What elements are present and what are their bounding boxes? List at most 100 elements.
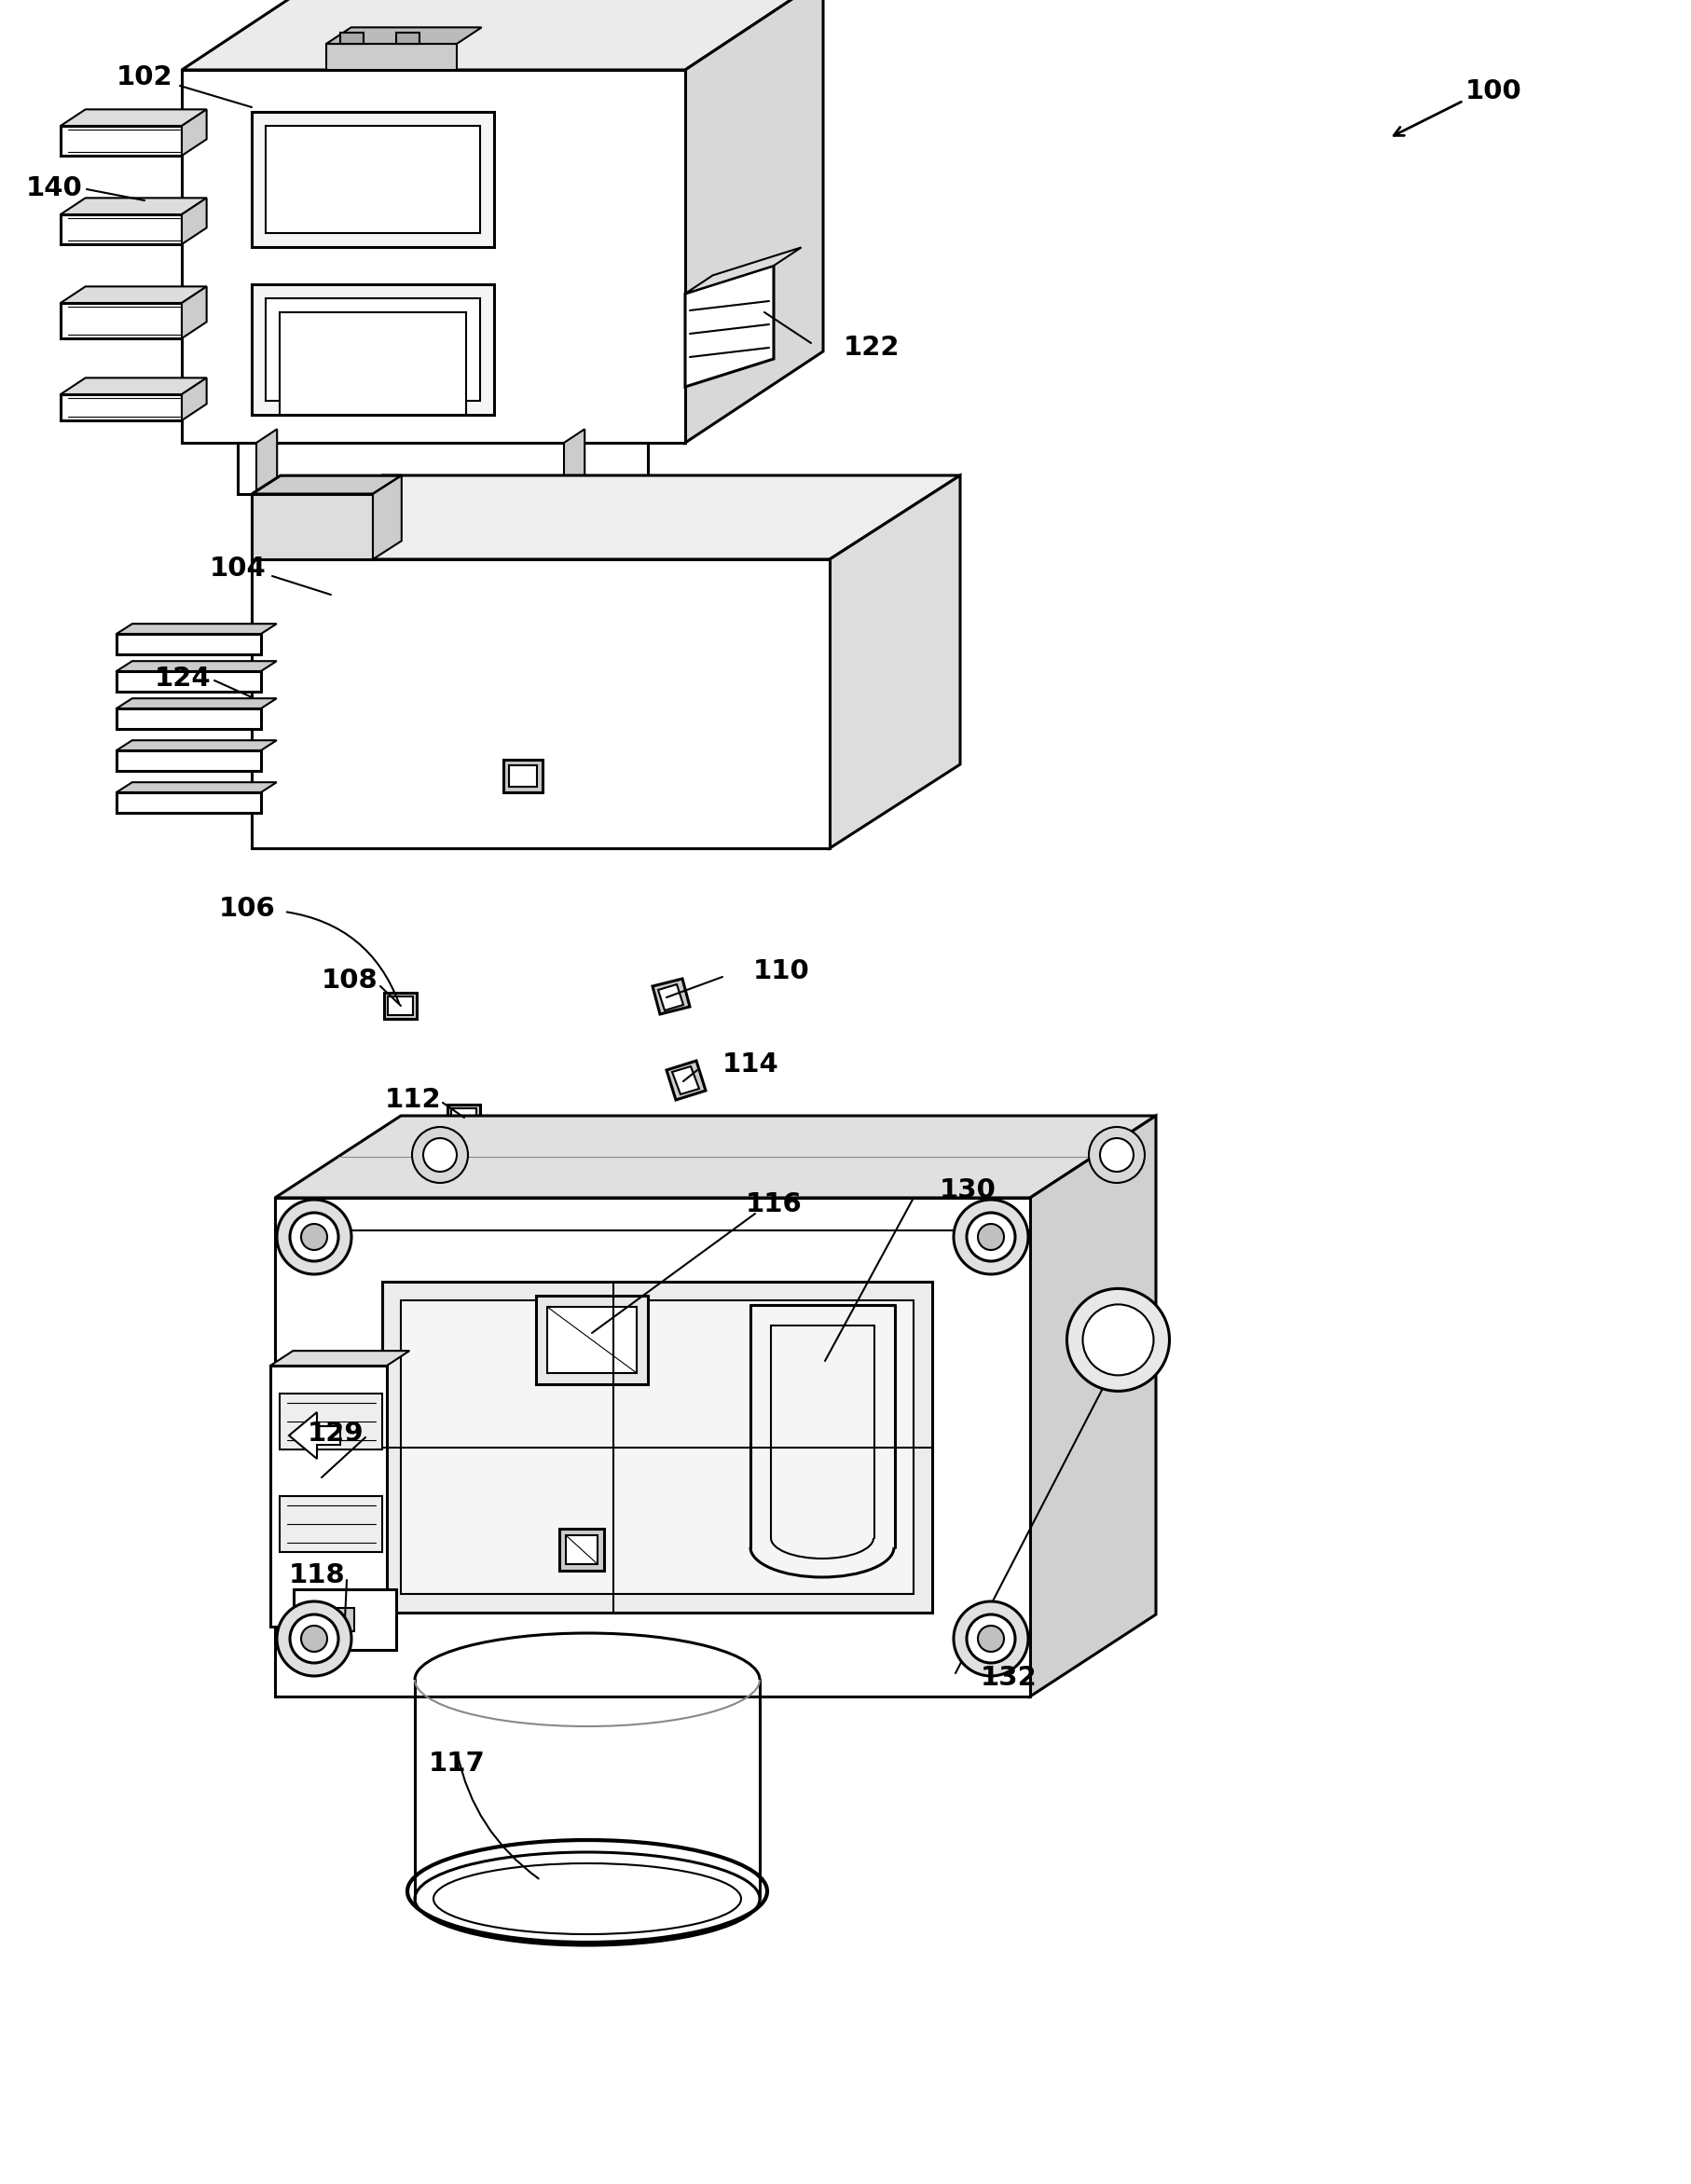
Circle shape bbox=[977, 1223, 1003, 1249]
Circle shape bbox=[954, 1601, 1028, 1675]
Polygon shape bbox=[504, 760, 543, 793]
Circle shape bbox=[423, 1138, 457, 1171]
Polygon shape bbox=[401, 1299, 913, 1594]
Polygon shape bbox=[372, 476, 401, 559]
Polygon shape bbox=[671, 1066, 698, 1094]
Polygon shape bbox=[61, 199, 206, 214]
Polygon shape bbox=[565, 1535, 597, 1564]
Circle shape bbox=[413, 1127, 468, 1184]
Polygon shape bbox=[117, 662, 277, 670]
Polygon shape bbox=[509, 764, 536, 786]
Polygon shape bbox=[326, 1607, 353, 1631]
Polygon shape bbox=[61, 304, 181, 339]
Polygon shape bbox=[271, 1352, 409, 1365]
Circle shape bbox=[301, 1223, 326, 1249]
Text: 117: 117 bbox=[428, 1752, 485, 1776]
Polygon shape bbox=[61, 127, 181, 155]
Circle shape bbox=[1082, 1304, 1153, 1376]
Polygon shape bbox=[252, 476, 959, 559]
Polygon shape bbox=[61, 378, 206, 395]
Circle shape bbox=[277, 1199, 352, 1273]
Polygon shape bbox=[384, 994, 416, 1018]
Polygon shape bbox=[117, 782, 277, 793]
Polygon shape bbox=[61, 286, 206, 304]
Circle shape bbox=[289, 1614, 338, 1662]
Polygon shape bbox=[252, 559, 829, 847]
Polygon shape bbox=[117, 708, 260, 729]
Polygon shape bbox=[181, 199, 206, 245]
Polygon shape bbox=[237, 443, 648, 494]
Polygon shape bbox=[382, 1282, 932, 1612]
Polygon shape bbox=[563, 428, 585, 494]
Text: 104: 104 bbox=[210, 555, 265, 581]
Text: 140: 140 bbox=[25, 175, 83, 201]
Polygon shape bbox=[181, 109, 206, 155]
Circle shape bbox=[289, 1212, 338, 1260]
Text: 129: 129 bbox=[308, 1420, 364, 1446]
Polygon shape bbox=[446, 1105, 480, 1131]
Text: 108: 108 bbox=[321, 968, 377, 994]
Polygon shape bbox=[387, 996, 413, 1016]
Polygon shape bbox=[563, 480, 641, 494]
Polygon shape bbox=[279, 1393, 382, 1450]
Text: 102: 102 bbox=[117, 63, 172, 90]
Polygon shape bbox=[117, 793, 260, 812]
Polygon shape bbox=[326, 28, 482, 44]
Polygon shape bbox=[289, 1413, 340, 1459]
Text: 110: 110 bbox=[752, 959, 810, 985]
Polygon shape bbox=[61, 395, 181, 419]
Polygon shape bbox=[658, 985, 683, 1011]
Circle shape bbox=[1089, 1127, 1145, 1184]
Polygon shape bbox=[279, 312, 465, 415]
Text: 118: 118 bbox=[289, 1562, 345, 1588]
Polygon shape bbox=[271, 1365, 387, 1627]
Polygon shape bbox=[117, 751, 260, 771]
Text: 116: 116 bbox=[746, 1190, 802, 1216]
Polygon shape bbox=[451, 1107, 477, 1127]
Polygon shape bbox=[294, 1590, 396, 1649]
Polygon shape bbox=[685, 0, 824, 443]
Polygon shape bbox=[252, 111, 494, 247]
Circle shape bbox=[966, 1212, 1015, 1260]
Polygon shape bbox=[117, 633, 260, 655]
Text: 124: 124 bbox=[154, 666, 211, 692]
Polygon shape bbox=[546, 1306, 636, 1374]
Polygon shape bbox=[117, 625, 277, 633]
Polygon shape bbox=[685, 247, 802, 293]
Polygon shape bbox=[181, 70, 685, 443]
Text: 130: 130 bbox=[939, 1177, 996, 1203]
Circle shape bbox=[954, 1199, 1028, 1273]
Polygon shape bbox=[536, 1295, 648, 1385]
Polygon shape bbox=[252, 476, 401, 494]
Text: 114: 114 bbox=[722, 1051, 778, 1077]
Polygon shape bbox=[326, 44, 457, 70]
Polygon shape bbox=[117, 699, 277, 708]
Polygon shape bbox=[829, 476, 959, 847]
Polygon shape bbox=[257, 480, 333, 494]
Text: 100: 100 bbox=[1464, 79, 1520, 105]
Polygon shape bbox=[653, 978, 690, 1013]
Text: 106: 106 bbox=[218, 895, 276, 922]
Polygon shape bbox=[340, 33, 364, 44]
Polygon shape bbox=[666, 1061, 705, 1101]
Polygon shape bbox=[276, 1116, 1155, 1197]
Polygon shape bbox=[279, 1496, 382, 1553]
Polygon shape bbox=[257, 428, 277, 494]
Polygon shape bbox=[117, 740, 277, 751]
Polygon shape bbox=[61, 214, 181, 245]
Circle shape bbox=[277, 1601, 352, 1675]
Circle shape bbox=[1099, 1138, 1133, 1171]
Polygon shape bbox=[252, 494, 372, 559]
Circle shape bbox=[966, 1614, 1015, 1662]
Polygon shape bbox=[685, 266, 773, 387]
Polygon shape bbox=[252, 284, 494, 415]
Polygon shape bbox=[181, 286, 206, 339]
Polygon shape bbox=[396, 33, 419, 44]
Polygon shape bbox=[265, 127, 480, 234]
Polygon shape bbox=[61, 109, 206, 127]
Text: 132: 132 bbox=[981, 1664, 1037, 1690]
Polygon shape bbox=[265, 299, 480, 402]
Polygon shape bbox=[276, 1197, 1030, 1697]
Polygon shape bbox=[181, 0, 824, 70]
Polygon shape bbox=[181, 378, 206, 419]
